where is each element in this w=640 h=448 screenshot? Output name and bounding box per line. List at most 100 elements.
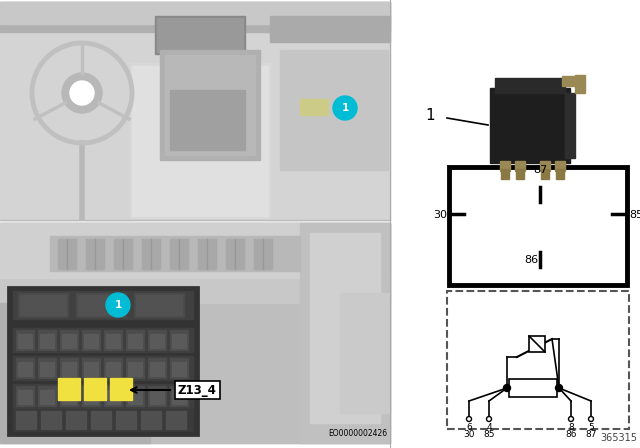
Text: 86: 86 <box>565 430 577 439</box>
Bar <box>16 330 34 350</box>
Bar <box>66 411 86 429</box>
Bar <box>13 384 193 408</box>
Bar <box>130 63 270 218</box>
Bar <box>170 330 188 350</box>
Bar <box>562 76 584 86</box>
Text: 30: 30 <box>463 430 475 439</box>
Bar <box>0 303 150 443</box>
Bar <box>142 239 160 269</box>
Bar <box>516 169 524 179</box>
Text: 4: 4 <box>486 423 492 432</box>
Bar <box>449 167 627 285</box>
Bar <box>501 169 509 179</box>
Bar <box>155 16 245 54</box>
Bar <box>540 161 550 171</box>
Bar <box>16 411 36 429</box>
Bar <box>128 362 142 376</box>
Bar <box>104 386 122 406</box>
Bar <box>0 223 390 443</box>
Bar <box>104 358 122 378</box>
Bar <box>62 390 76 404</box>
Bar <box>134 293 184 317</box>
Text: 1: 1 <box>341 103 349 113</box>
Bar <box>447 291 629 429</box>
Bar <box>114 239 132 269</box>
Circle shape <box>589 417 593 422</box>
Text: 86: 86 <box>524 255 538 265</box>
Bar <box>150 334 164 348</box>
Bar <box>172 362 186 376</box>
Bar <box>575 75 585 93</box>
Circle shape <box>70 81 94 105</box>
Bar <box>84 378 106 400</box>
Bar <box>490 88 570 163</box>
Bar <box>226 239 244 269</box>
Bar <box>106 390 120 404</box>
Bar <box>157 18 243 52</box>
Text: Z13_4: Z13_4 <box>178 383 217 396</box>
Bar <box>106 334 120 348</box>
Bar <box>16 386 34 406</box>
Text: 1: 1 <box>426 108 435 122</box>
Bar <box>0 2 390 24</box>
Text: 30: 30 <box>433 210 447 220</box>
Bar <box>515 161 525 171</box>
Text: 1: 1 <box>115 300 122 310</box>
Bar <box>136 295 182 315</box>
Bar <box>128 390 142 404</box>
Circle shape <box>504 384 511 392</box>
Bar <box>13 409 193 431</box>
Bar <box>60 358 78 378</box>
Circle shape <box>556 384 563 392</box>
Bar <box>18 390 32 404</box>
Bar <box>165 55 255 155</box>
Bar <box>104 330 122 350</box>
Bar <box>556 169 564 179</box>
Bar <box>509 379 557 397</box>
Bar <box>91 411 111 429</box>
Bar <box>150 362 164 376</box>
Bar <box>38 386 56 406</box>
Text: 85: 85 <box>629 210 640 220</box>
Bar <box>84 362 98 376</box>
Bar <box>0 2 390 32</box>
Bar <box>86 239 104 269</box>
Bar <box>60 330 78 350</box>
Bar <box>132 66 268 216</box>
Bar <box>541 169 549 179</box>
Circle shape <box>467 417 472 422</box>
Text: 85: 85 <box>483 430 495 439</box>
Bar <box>58 239 76 269</box>
Bar <box>8 287 198 435</box>
Bar <box>170 358 188 378</box>
Bar <box>82 358 100 378</box>
Bar <box>84 334 98 348</box>
Bar <box>13 291 193 319</box>
Bar <box>529 336 545 352</box>
Bar <box>13 356 193 380</box>
Bar <box>18 362 32 376</box>
Bar <box>254 239 272 269</box>
Text: 87: 87 <box>585 430 596 439</box>
Bar <box>0 2 390 220</box>
Bar <box>170 239 188 269</box>
Bar <box>110 378 132 400</box>
Bar <box>280 50 388 170</box>
Bar <box>78 295 124 315</box>
Bar <box>270 16 390 42</box>
Bar <box>555 161 565 171</box>
Bar <box>10 313 130 433</box>
Circle shape <box>486 417 492 422</box>
Circle shape <box>106 293 130 317</box>
Bar <box>126 386 144 406</box>
Bar <box>0 223 390 278</box>
Bar <box>148 330 166 350</box>
Text: EO0000002426: EO0000002426 <box>328 429 387 438</box>
Bar <box>82 330 100 350</box>
Text: 365315: 365315 <box>600 433 637 443</box>
Circle shape <box>568 417 573 422</box>
Bar <box>198 239 216 269</box>
Bar <box>116 411 136 429</box>
Bar <box>395 3 640 208</box>
Bar <box>150 390 164 404</box>
